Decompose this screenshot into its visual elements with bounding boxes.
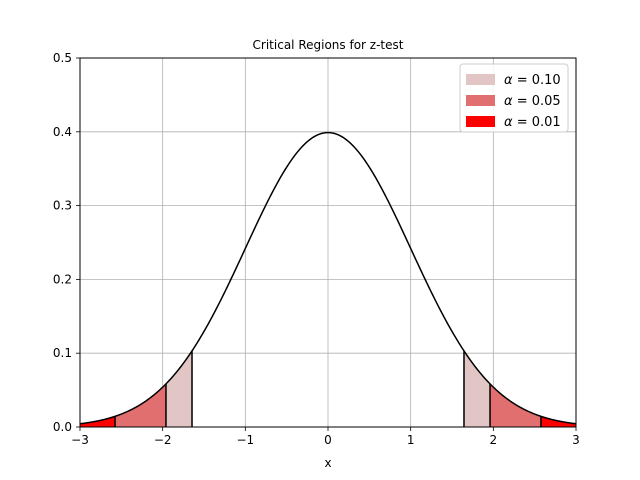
y-tick-label: 0.4 xyxy=(53,125,72,139)
region-0.10-left xyxy=(165,350,193,427)
region-0.10-right xyxy=(463,350,491,427)
y-tick-label: 0.3 xyxy=(53,199,72,213)
legend-label: α = 0.01 xyxy=(504,115,561,130)
x-tick-label: 3 xyxy=(572,433,580,447)
normal-pdf-curve xyxy=(79,131,577,425)
x-tick-label: −3 xyxy=(71,433,89,447)
legend: α = 0.10 α = 0.05 α = 0.01 xyxy=(459,63,569,133)
legend-label: α = 0.10 xyxy=(504,73,561,88)
legend-swatch xyxy=(466,116,495,127)
legend-swatch xyxy=(466,95,495,106)
legend-swatch xyxy=(466,74,495,85)
region-0.05-left xyxy=(115,383,166,427)
x-tick-label: −1 xyxy=(236,433,254,447)
y-tick-label: 0.1 xyxy=(53,346,72,360)
curve-layer xyxy=(79,131,577,427)
y-axis-ticks: 0.0 0.1 0.2 0.3 0.4 0.5 xyxy=(53,51,80,434)
x-tick-label: 0 xyxy=(324,433,332,447)
x-axis-label: x xyxy=(324,456,331,470)
region-0.05-right xyxy=(490,383,541,427)
x-tick-label: 1 xyxy=(407,433,415,447)
y-tick-label: 0.2 xyxy=(53,272,72,286)
x-tick-label: 2 xyxy=(490,433,498,447)
y-tick-label: 0.5 xyxy=(53,51,72,65)
x-axis-ticks: −3 −2 −1 0 1 2 3 xyxy=(71,427,580,447)
x-tick-label: −2 xyxy=(154,433,172,447)
y-tick-label: 0.0 xyxy=(53,420,72,434)
chart-title: Critical Regions for z-test xyxy=(253,38,404,52)
legend-label: α = 0.05 xyxy=(504,94,561,109)
